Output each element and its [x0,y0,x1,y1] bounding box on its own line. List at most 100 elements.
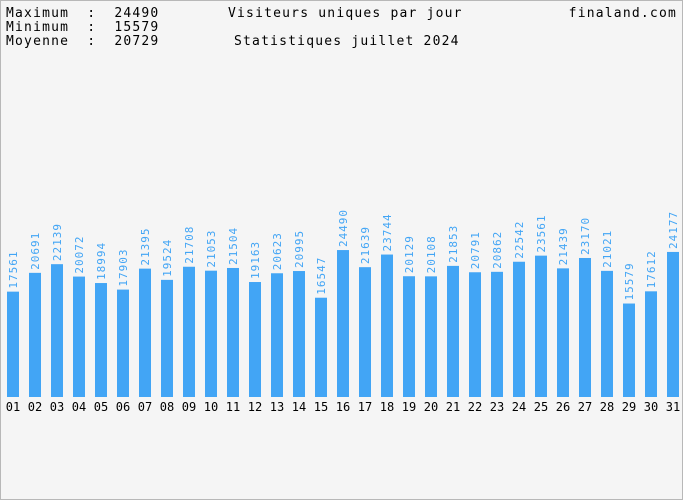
bar-day-27 [579,257,591,397]
x-tick-label-28: 28 [600,400,614,414]
value-label-day-13: 20623 [271,232,284,270]
bar-day-18 [381,254,393,397]
value-label-day-02: 20691 [29,232,42,270]
value-label-day-11: 21504 [227,227,240,265]
bar-day-15 [315,297,327,397]
bar-day-02 [29,272,41,397]
value-label-day-06: 17903 [117,248,130,286]
value-label-day-14: 20995 [293,230,306,268]
bar-day-01 [7,291,19,397]
x-tick-label-08: 08 [160,400,174,414]
value-label-day-07: 21395 [139,228,152,266]
value-label-day-09: 21708 [183,226,196,264]
x-tick-label-23: 23 [490,400,504,414]
bar-day-22 [469,272,481,397]
value-label-day-18: 23744 [381,213,394,251]
x-tick-label-21: 21 [446,400,460,414]
value-label-day-15: 16547 [315,257,328,295]
bar-day-07 [139,268,151,397]
value-label-day-24: 22542 [513,221,526,259]
value-label-day-20: 20108 [425,235,438,273]
bar-day-03 [51,264,63,397]
x-tick-label-12: 12 [248,400,262,414]
x-tick-label-09: 09 [182,400,196,414]
bar-day-19 [403,276,415,397]
x-tick-label-22: 22 [468,400,482,414]
x-tick-label-31: 31 [666,400,680,414]
bar-day-21 [447,265,459,397]
x-tick-label-18: 18 [380,400,394,414]
value-label-day-04: 20072 [73,235,86,273]
x-tick-label-25: 25 [534,400,548,414]
x-tick-label-15: 15 [314,400,328,414]
bars-group: 17561 01 20691 02 22139 03 20072 04 18994 05 17903… [6,209,680,414]
bar-day-29 [623,303,635,397]
bar-day-23 [491,271,503,397]
x-tick-label-17: 17 [358,400,372,414]
x-tick-label-10: 10 [204,400,218,414]
x-tick-label-16: 16 [336,400,350,414]
bar-day-26 [557,268,569,397]
x-tick-label-26: 26 [556,400,570,414]
value-label-day-27: 23170 [579,217,592,255]
x-tick-label-29: 29 [622,400,636,414]
bar-day-10 [205,270,217,397]
value-label-day-22: 20791 [469,231,482,269]
value-label-day-26: 21439 [557,227,570,265]
value-label-day-31: 24177 [667,211,680,249]
bar-day-13 [271,273,283,397]
value-label-day-10: 21053 [205,230,218,268]
value-label-day-29: 15579 [623,262,636,300]
x-tick-label-30: 30 [644,400,658,414]
value-label-day-17: 21639 [359,226,372,264]
average-label: Moyenne : 20729 [6,34,159,49]
value-label-day-08: 19524 [161,239,174,277]
chart-title: Visiteurs uniques par jour [228,6,463,21]
chart-subtitle: Statistiques juillet 2024 [234,34,460,49]
x-tick-label-27: 27 [578,400,592,414]
bar-day-11 [227,267,239,397]
value-label-day-23: 20862 [491,231,504,269]
x-tick-label-19: 19 [402,400,416,414]
value-label-day-25: 23561 [535,215,548,253]
bar-day-08 [161,279,173,397]
value-label-day-05: 18994 [95,242,108,280]
x-tick-label-05: 05 [94,400,108,414]
x-tick-label-02: 02 [28,400,42,414]
x-tick-label-11: 11 [226,400,240,414]
bar-day-14 [293,271,305,397]
bar-day-05 [95,283,107,397]
site-name: finaland.com [569,6,677,21]
bar-day-20 [425,276,437,397]
bar-day-17 [359,267,371,397]
value-label-day-03: 22139 [51,223,64,261]
bar-day-12 [249,282,261,397]
x-tick-label-07: 07 [138,400,152,414]
x-tick-label-24: 24 [512,400,526,414]
x-tick-label-14: 14 [292,400,306,414]
bar-day-04 [73,276,85,397]
x-tick-label-01: 01 [6,400,20,414]
bar-day-09 [183,266,195,397]
bar-day-30 [645,291,657,397]
value-label-day-19: 20129 [403,235,416,273]
x-tick-label-06: 06 [116,400,130,414]
value-label-day-16: 24490 [337,209,350,247]
value-label-day-21: 21853 [447,225,460,263]
bar-day-24 [513,261,525,397]
bar-day-31 [667,251,679,397]
bar-day-25 [535,255,547,397]
value-label-day-01: 17561 [7,251,20,289]
bar-day-28 [601,270,613,397]
x-tick-label-20: 20 [424,400,438,414]
bar-day-16 [337,250,349,397]
x-tick-label-04: 04 [72,400,86,414]
value-label-day-28: 21021 [601,230,614,268]
bar-day-06 [117,289,129,397]
value-label-day-12: 19163 [249,241,262,279]
maximum-label: Maximum : 24490 [6,6,159,21]
value-label-day-30: 17612 [645,250,658,288]
x-tick-label-03: 03 [50,400,64,414]
